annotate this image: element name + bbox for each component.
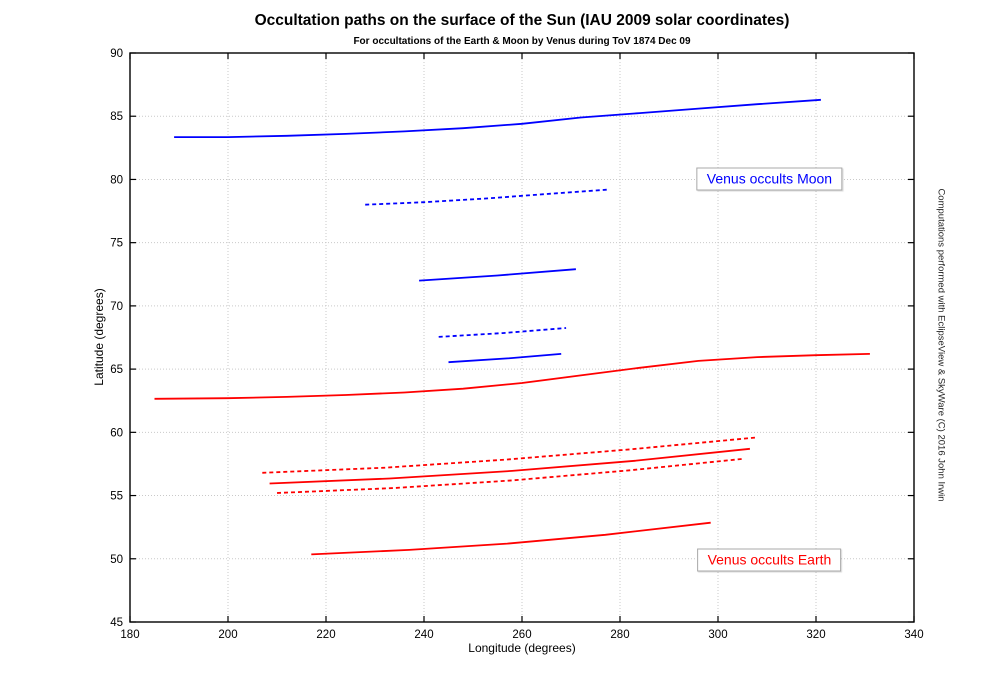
series-earth-path-long-solid: [154, 353, 870, 400]
chart-subtitle: For occultations of the Earth & Moon by …: [353, 36, 691, 47]
series-earth-path-bottom-solid: [311, 521, 711, 556]
series-earth-path-dashed-lower: [276, 458, 743, 494]
x-tick-label-340: 340: [904, 629, 923, 641]
series-moon-path-mid-solid: [419, 268, 576, 282]
series-moon-path-long-solid: [174, 98, 821, 139]
y-tick-label-90: 90: [110, 48, 123, 60]
annotation-venus-occults-moon: Venus occults Moon: [696, 167, 843, 191]
series-earth-path-mid-solid: [269, 447, 750, 485]
series-moon-path-dashed-upper: [365, 188, 608, 206]
series-moon-path-short-solid: [448, 353, 562, 364]
x-tick-label-300: 300: [708, 629, 727, 641]
y-tick-label-85: 85: [110, 111, 123, 123]
x-tick-label-220: 220: [316, 629, 335, 641]
series-moon-path-dashed-lower: [438, 327, 567, 338]
y-axis-label: Latitude (degrees): [92, 288, 106, 386]
x-tick-label-260: 260: [512, 629, 531, 641]
series-earth-path-dashed-upper: [262, 436, 758, 474]
y-tick-label-65: 65: [110, 364, 123, 376]
y-tick-label-80: 80: [110, 174, 123, 186]
x-axis-label: Longitude (degrees): [468, 641, 576, 655]
x-tick-label-320: 320: [806, 629, 825, 641]
y-tick-label-70: 70: [110, 301, 123, 313]
annotation-venus-occults-earth: Venus occults Earth: [697, 548, 842, 572]
chart-title: Occultation paths on the surface of the …: [254, 12, 790, 29]
x-tick-label-180: 180: [120, 629, 139, 641]
y-tick-label-75: 75: [110, 238, 123, 250]
y-tick-label-60: 60: [110, 427, 123, 439]
x-tick-label-200: 200: [218, 629, 237, 641]
y-tick-label-55: 55: [110, 491, 123, 503]
credit-note: Computations performed with EclipseView …: [935, 188, 947, 502]
y-tick-label-50: 50: [110, 554, 123, 566]
y-tick-label-45: 45: [110, 617, 123, 629]
x-tick-label-280: 280: [610, 629, 629, 641]
x-tick-label-240: 240: [414, 629, 433, 641]
